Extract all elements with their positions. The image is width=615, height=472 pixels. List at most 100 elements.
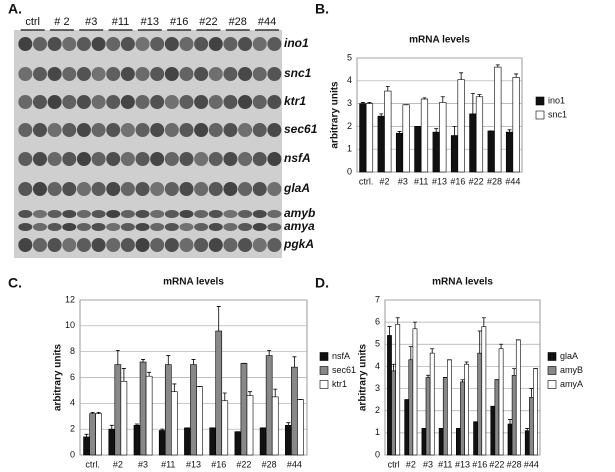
blot-band (223, 152, 238, 166)
y-axis-label: arbitrary units (330, 81, 341, 149)
lane-label: # 2 (54, 16, 69, 28)
blot-band (135, 95, 150, 109)
blot-band (164, 37, 179, 51)
lane-label: #28 (229, 16, 247, 28)
bar (297, 399, 304, 456)
error-bar (121, 368, 126, 382)
blot-band (208, 152, 223, 166)
blot-band (252, 210, 267, 218)
blot-band (106, 223, 121, 231)
blot-band (135, 67, 150, 81)
blot-band (194, 37, 209, 51)
legend-label: glaA (560, 351, 578, 361)
error-bar (499, 343, 504, 349)
blot-band (194, 152, 209, 166)
blot-band (208, 238, 223, 252)
blot-band (164, 182, 179, 196)
error-bar (507, 129, 512, 133)
bar (265, 355, 273, 456)
blot-band (164, 223, 179, 231)
blot-band (179, 152, 194, 166)
blot-band (150, 123, 165, 137)
blot-band (135, 238, 150, 252)
bar (442, 377, 448, 456)
bar (365, 103, 374, 173)
error-bar (385, 86, 390, 92)
error-bar (430, 348, 435, 354)
legend-swatch (319, 380, 329, 389)
y-tick-label: 4 (375, 361, 380, 371)
blot-band (91, 223, 106, 231)
blot-band (91, 238, 106, 252)
error-bar (267, 349, 272, 356)
blot-band (150, 223, 165, 231)
x-tick-label: #13 (186, 459, 201, 469)
bar (234, 431, 242, 456)
blot-band (76, 238, 91, 252)
blot-band (32, 67, 47, 81)
blot-band (62, 67, 77, 81)
blot-band (47, 210, 62, 218)
bar (487, 130, 495, 173)
bar (404, 399, 410, 456)
y-tick-label: 5 (375, 339, 380, 349)
error-bar (481, 317, 486, 327)
bar (133, 424, 141, 456)
error-bar (397, 131, 402, 134)
gene-label: amya (284, 219, 315, 233)
y-tick-label: 2 (70, 424, 75, 434)
blot-band (179, 123, 194, 137)
error-bar (247, 391, 252, 396)
bar (221, 400, 229, 456)
y-tick-label: 2 (347, 121, 352, 131)
blot-band (135, 37, 150, 51)
blot-band (179, 238, 194, 252)
x-tick-label: #13 (432, 176, 447, 186)
y-tick-label: 4 (347, 75, 352, 85)
blot-band (91, 152, 106, 166)
blot-band (47, 67, 62, 81)
blot-band (135, 123, 150, 137)
blot-band (150, 152, 165, 166)
bar (412, 328, 418, 456)
blot-band (252, 182, 267, 196)
blot-band (62, 37, 77, 51)
y-tick-label: 3 (375, 383, 380, 393)
blot-band (120, 238, 135, 252)
error-bar (292, 356, 297, 368)
x-tick-label: #11 (161, 459, 175, 469)
blot-band (238, 238, 253, 252)
blot-band (18, 210, 33, 218)
bar (450, 135, 459, 173)
bar (414, 126, 422, 173)
error-bar (147, 371, 152, 377)
bar (481, 326, 487, 456)
blot-band (208, 223, 223, 231)
error-bar (525, 428, 530, 431)
blot-band (106, 210, 121, 218)
error-bar (440, 96, 445, 103)
blot-band (76, 95, 91, 109)
x-tick-label: ctrl. (359, 176, 374, 186)
bar (515, 339, 521, 456)
bar (114, 364, 122, 456)
error-bar (422, 97, 427, 100)
bar (384, 90, 392, 173)
blot-band (106, 37, 121, 51)
blot-band (208, 182, 223, 196)
bar (490, 405, 496, 456)
blot-band (18, 152, 33, 166)
blot-band (76, 152, 91, 166)
bar (359, 103, 367, 173)
bar (511, 374, 517, 456)
blot-band (47, 37, 62, 51)
y-tick-label: 8 (70, 346, 75, 356)
error-bar (464, 361, 469, 365)
legend-swatch (547, 352, 557, 361)
error-bar (412, 321, 417, 329)
error-bar (426, 374, 431, 378)
blot-band (106, 123, 121, 137)
x-tick-label: #28 (262, 459, 277, 469)
blot-band (18, 95, 33, 109)
